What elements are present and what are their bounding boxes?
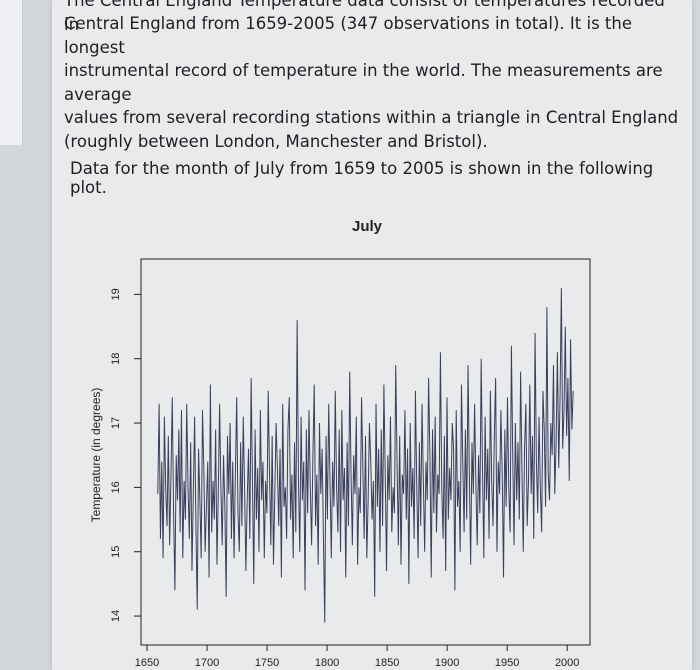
- chart-title: July: [352, 218, 383, 235]
- plot-frame: [140, 258, 591, 646]
- intro-line: instrumental record of temperature in th…: [64, 61, 663, 104]
- y-tick-label: 16: [110, 481, 122, 493]
- y-tick-label: 15: [110, 546, 122, 558]
- x-tick-label: 1700: [195, 657, 219, 669]
- x-tick-label: 1750: [255, 657, 279, 669]
- y-tick-label: 18: [110, 353, 122, 365]
- left-side-panel: [0, 0, 23, 145]
- series-line-july: [157, 287, 574, 623]
- x-tick-label: 1850: [375, 657, 399, 669]
- plot-caption: Data for the month of July from 1659 to …: [70, 159, 654, 197]
- x-tick-label: 1800: [315, 657, 339, 669]
- x-tick-label: 2000: [555, 657, 579, 669]
- y-tick-label: 14: [110, 610, 122, 622]
- y-axis-label: Temperature (in degrees): [89, 388, 103, 523]
- intro-line: Central England from 1659-2005 (347 obse…: [64, 14, 633, 57]
- x-tick-label: 1900: [435, 657, 459, 669]
- intro-top-line: The Central England Temperature data con…: [64, 0, 665, 34]
- intro-paragraph: The Central England Temperature data con…: [64, 0, 679, 153]
- intro-line: values from several recording stations w…: [64, 108, 679, 127]
- x-tick-label: 1950: [495, 657, 519, 669]
- july-temperature-chart: 14 15 16 17 18 19 1650 1700 1750 1800 1850 1900 1950…: [89, 218, 591, 669]
- content-page: The Central England Temperature data con…: [52, 0, 692, 670]
- x-tick-label: 1650: [135, 657, 159, 669]
- intro-line: (roughly between London, Manchester and …: [64, 131, 488, 151]
- y-tick-label: 19: [110, 288, 122, 300]
- y-tick-label: 17: [110, 417, 122, 429]
- intro-body: Central England from 1659-2005 (347 obse…: [64, 12, 679, 153]
